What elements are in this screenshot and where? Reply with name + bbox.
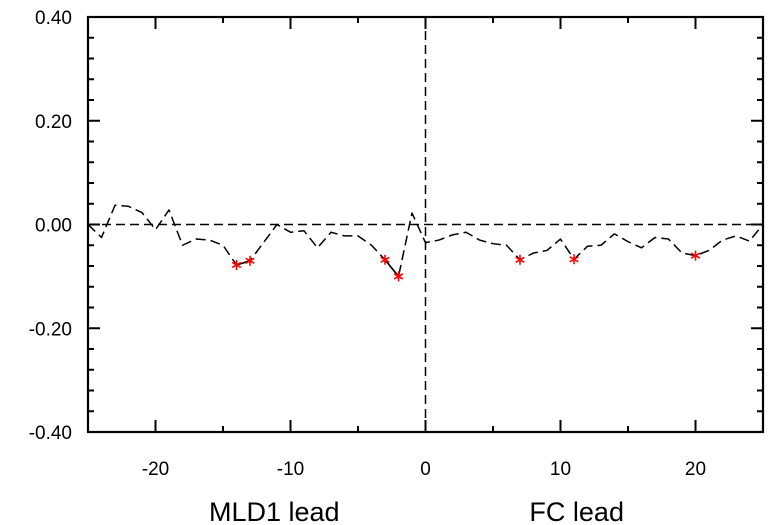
- x-tick-label: 10: [550, 459, 571, 480]
- axis-ticks: [87, 16, 764, 433]
- significant-point: [380, 254, 390, 265]
- y-tick-label: -0.40: [29, 423, 72, 444]
- y-tick-label: -0.20: [29, 319, 72, 340]
- marker-stroke: [515, 256, 525, 263]
- marker-stroke: [231, 261, 242, 269]
- marker-stroke: [380, 256, 390, 263]
- significance-markers: [231, 250, 701, 282]
- series-polyline: [87, 204, 764, 278]
- marker-stroke: [690, 252, 701, 259]
- x-axis-title-right: FC lead: [529, 497, 624, 525]
- significant-point: [569, 254, 579, 265]
- y-tick-label: 0.40: [35, 8, 72, 29]
- significant-point: [690, 250, 701, 261]
- y-tick-label: 0.00: [35, 216, 72, 237]
- marker-stroke: [245, 257, 255, 265]
- significant-point: [515, 254, 525, 265]
- x-axis-title-left: MLD1 lead: [209, 497, 340, 525]
- x-tick-label: 0: [420, 459, 431, 480]
- x-tick-label: -20: [142, 459, 169, 480]
- marker-stroke: [569, 256, 579, 263]
- zero-reference-lines: [88, 17, 763, 432]
- x-tick-label: -10: [277, 459, 304, 480]
- solid-segment: [384, 259, 400, 277]
- significant-point: [231, 259, 242, 270]
- significant-point: [245, 255, 255, 266]
- significant-point: [393, 271, 404, 282]
- y-tick-labels: -0.40 -0.20 0.00 0.20 0.40: [29, 8, 72, 444]
- y-tick-label: 0.20: [35, 112, 72, 133]
- x-tick-labels: -20 -10 0 10 20: [142, 459, 706, 480]
- x-tick-label: 20: [685, 459, 706, 480]
- marker-stroke: [393, 273, 404, 280]
